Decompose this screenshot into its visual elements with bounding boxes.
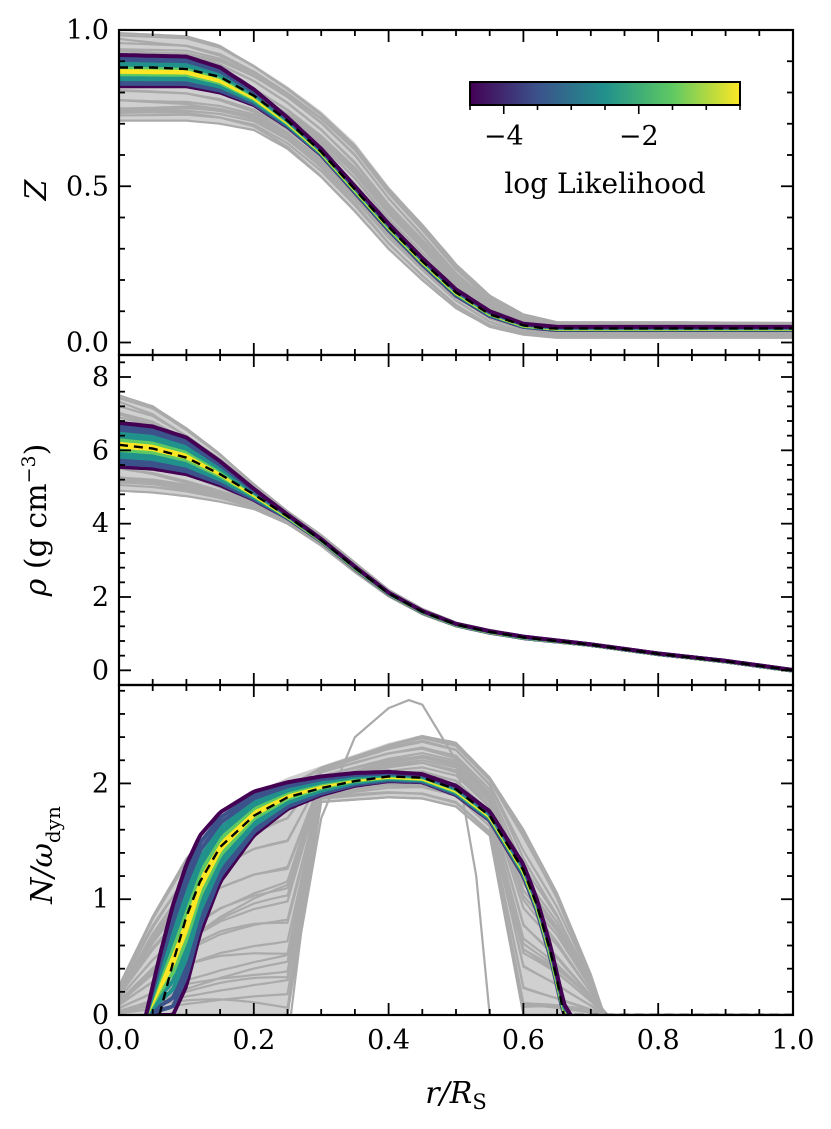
x-tick-label: 0.2 [232,1025,275,1056]
plot-area [119,698,793,1015]
sample-curve [119,405,793,671]
y-axis-label-buoyancy: N/ωdyn [25,806,65,905]
sample-curve [119,476,793,672]
samples-envelope [119,33,793,338]
y-tick-label: 0 [92,655,109,686]
best-fit-line [119,443,793,672]
panel-density: 0 2 4 6 8 [92,353,795,687]
y-tick-label: 8 [92,362,109,393]
colorbar: −4 −2 log Likelihood [469,81,741,200]
sample-curve [119,411,793,671]
plot-area [119,32,793,339]
x-tick-label: 0.0 [98,1025,141,1056]
axes-frame [117,353,795,687]
sample-curve [119,489,793,673]
best-fit-line [158,775,793,1015]
band-curve [119,420,793,672]
y-tick-label: 0 [92,1000,109,1031]
band-curve [119,53,793,329]
outlier-sample-curve [289,698,491,1015]
samples-envelope [119,395,793,672]
sample-curve [119,479,793,672]
y-tick-label: 0.0 [66,328,109,359]
plot-area [119,394,793,673]
x-tick-label: 0.6 [502,1025,545,1056]
y-tick-label: 1.0 [66,15,109,46]
x-tick-label: 0.8 [637,1025,680,1056]
y-axis-label-composition: Z [19,178,54,201]
band-curve [119,431,793,673]
sample-curve [119,481,793,673]
panel-buoyancy-frequency: 0 1 2 0.0 0.2 0.4 0.6 0.8 1.0 [92,683,815,1056]
panel-composition: 0.0 0.5 1.0 [66,15,795,359]
colorbar-label: log Likelihood [504,167,705,200]
y-tick-label: 1 [92,884,109,915]
x-tick-label: 0.4 [367,1025,410,1056]
sample-curve [119,483,793,672]
colorbar-tick-label: −4 [484,121,524,152]
y-tick-label: 2 [92,582,109,613]
sample-curve [119,400,793,671]
x-axis-label: r/RS [425,1076,486,1114]
y-axis-label-density: ρ (g cm−3) [18,444,54,598]
y-tick-label: 2 [92,768,109,799]
colorbar-gradient [469,81,741,106]
sample-curve [119,477,793,672]
sample-curve [119,396,793,671]
sample-curve [119,413,793,671]
colorbar-tick-label: −2 [619,121,659,152]
likelihood-band [119,420,793,673]
sample-curve [119,394,793,671]
y-tick-label: 0.5 [66,171,109,202]
y-tick-label: 6 [92,435,109,466]
best-fit-line [119,66,793,330]
band-curve [144,769,573,1015]
x-tick-label: 1.0 [772,1025,815,1056]
y-tick-label: 4 [92,509,109,540]
